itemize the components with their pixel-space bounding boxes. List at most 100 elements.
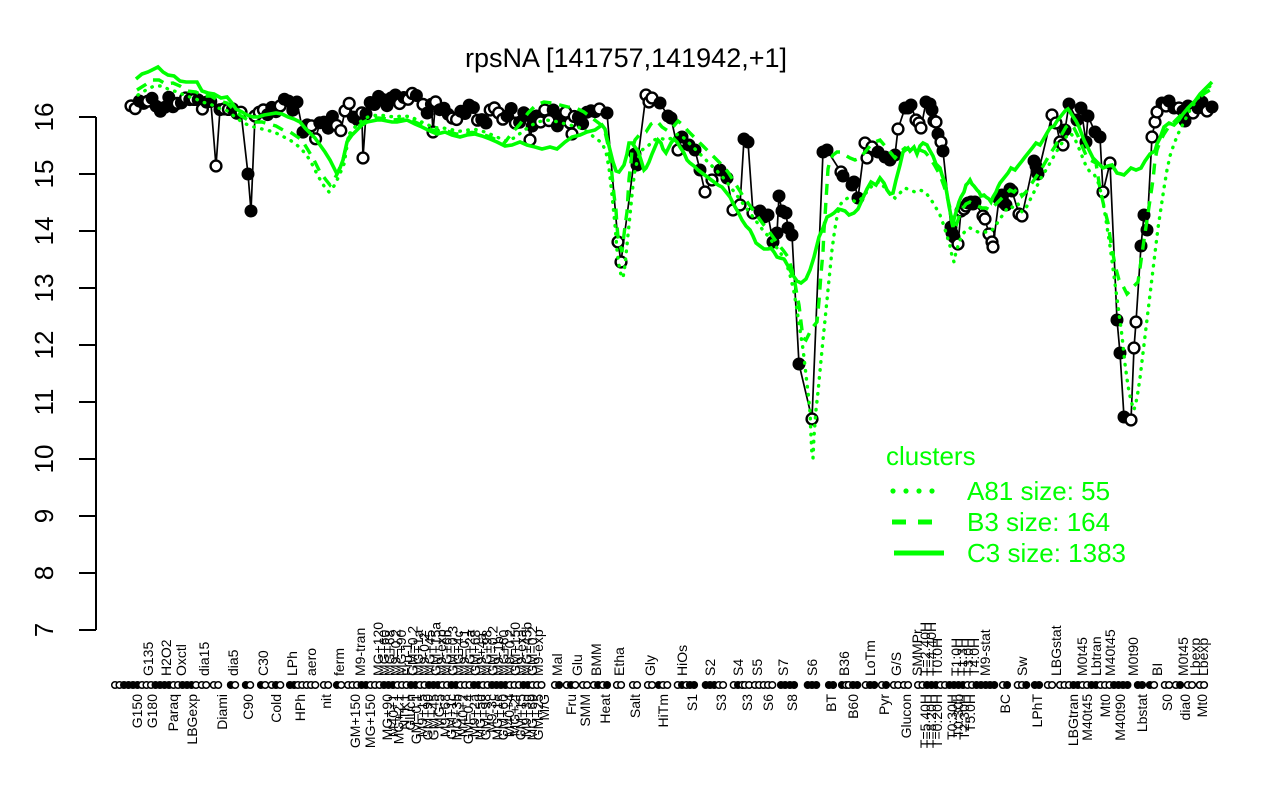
svg-text:M9=0.1: M9=0.1 <box>456 629 472 676</box>
svg-text:Fru: Fru <box>563 694 579 715</box>
svg-text:GM+25: GM+25 <box>530 694 546 741</box>
svg-text:LBGexp: LBGexp <box>184 694 200 745</box>
svg-text:M9+4a: M9+4a <box>473 633 489 676</box>
svg-text:LPhT: LPhT <box>1029 694 1045 728</box>
svg-text:M40t45: M40t45 <box>1102 629 1118 676</box>
svg-text:T=8.20H: T=8.20H <box>923 694 939 748</box>
svg-text:M40t90: M40t90 <box>1112 694 1128 741</box>
svg-text:Oxctl: Oxctl <box>173 644 189 676</box>
svg-text:HiOs: HiOs <box>674 645 690 676</box>
svg-text:M40+2: M40+2 <box>454 694 470 737</box>
svg-text:Sw: Sw <box>1014 656 1030 676</box>
svg-text:T1:3H: T1:3H <box>954 638 970 676</box>
svg-text:MG+150: MG+150 <box>362 694 378 748</box>
svg-text:LBGstat: LBGstat <box>1048 625 1064 676</box>
svg-text:Salt: Salt <box>627 694 643 718</box>
svg-text:Mt0: Mt0 <box>1194 694 1210 718</box>
svg-text:G180: G180 <box>144 694 160 728</box>
svg-text:M9-3c: M9-3c <box>483 694 499 733</box>
svg-text:T3:0H: T3:0H <box>960 638 976 676</box>
svg-text:M9+3g: M9+3g <box>518 694 534 737</box>
svg-text:MG+45b: MG+45b <box>519 622 535 676</box>
svg-text:MG+2.1: MG+2.1 <box>391 694 407 744</box>
svg-text:GM+150: GM+150 <box>507 622 523 676</box>
svg-text:MG+4c: MG+4c <box>450 630 466 676</box>
svg-text:Paraq: Paraq <box>165 694 181 731</box>
svg-text:MG+60: MG+60 <box>376 629 392 676</box>
svg-text:T5.0H: T5.0H <box>962 694 978 732</box>
svg-text:MG+5d: MG+5d <box>472 694 488 740</box>
svg-text:M0t90: M0t90 <box>1125 637 1141 676</box>
svg-text:M9+15: M9+15 <box>414 694 430 737</box>
svg-text:Mal: Mal <box>549 653 565 676</box>
svg-text:GM+1c: GM+1c <box>443 694 459 740</box>
svg-text:Heat: Heat <box>597 694 613 724</box>
svg-text:LoTm: LoTm <box>862 640 878 676</box>
svg-text:S6: S6 <box>804 659 820 676</box>
svg-text:T=4.40H: T=4.40H <box>923 622 939 676</box>
svg-text:GM=0.3: GM=0.3 <box>444 626 460 676</box>
svg-text:Etha: Etha <box>611 647 627 676</box>
svg-text:11: 11 <box>29 389 59 416</box>
svg-text:12: 12 <box>29 331 59 360</box>
svg-text:BT: BT <box>823 694 839 712</box>
svg-text:9: 9 <box>29 509 59 523</box>
svg-text:clusters: clusters <box>886 441 976 471</box>
svg-text:G135: G135 <box>140 642 156 676</box>
svg-text:Glucn: Glucn <box>402 694 418 731</box>
svg-text:G/S: G/S <box>888 652 904 676</box>
svg-text:B36: B36 <box>836 651 852 676</box>
svg-text:nit: nit <box>318 694 334 709</box>
svg-text:Lbexp: Lbexp <box>1187 638 1203 676</box>
svg-text:Lbtran: Lbtran <box>1088 636 1104 676</box>
svg-text:GM+150: GM+150 <box>347 694 363 748</box>
svg-text:S7: S7 <box>775 659 791 676</box>
svg-text:A81 size: 55: A81 size: 55 <box>967 476 1110 506</box>
svg-text:MG+98: MG+98 <box>479 629 495 676</box>
svg-text:MG+120: MG+120 <box>370 622 386 676</box>
svg-text:Diami: Diami <box>214 694 230 730</box>
svg-text:M9-exp: M9-exp <box>530 629 546 676</box>
svg-text:Fru-1: Fru-1 <box>399 642 415 676</box>
svg-text:13: 13 <box>29 274 59 303</box>
svg-text:Cold: Cold <box>268 694 284 723</box>
svg-text:GM+45: GM+45 <box>425 694 441 741</box>
svg-text:M0t45: M0t45 <box>1175 637 1191 676</box>
svg-text:GM+68: GM+68 <box>467 629 483 676</box>
svg-text:H2O2: H2O2 <box>158 639 174 676</box>
svg-text:15: 15 <box>29 160 59 189</box>
svg-text:MG+1a: MG+1a <box>410 629 426 676</box>
svg-text:MG+60: MG+60 <box>524 694 540 741</box>
svg-text:MG+68: MG+68 <box>382 629 398 676</box>
svg-text:MG+90: MG+90 <box>379 694 395 741</box>
svg-text:T=2.40H: T=2.40H <box>917 622 933 676</box>
svg-text:MG-5: MG-5 <box>431 694 447 729</box>
svg-text:BI: BI <box>1149 663 1165 676</box>
svg-text:G150: G150 <box>129 694 145 728</box>
svg-text:S0: S0 <box>1159 694 1175 711</box>
svg-text:GM=0.4: GM=0.4 <box>460 694 476 744</box>
svg-text:LPh: LPh <box>284 651 300 676</box>
svg-text:BMM: BMM <box>588 643 604 676</box>
svg-text:Gly: Gly <box>642 655 658 676</box>
svg-text:dia15: dia15 <box>196 642 212 676</box>
svg-text:Lbstat: Lbstat <box>1134 694 1150 732</box>
svg-text:S1: S1 <box>684 694 700 711</box>
svg-text:C3 size: 1383: C3 size: 1383 <box>967 538 1126 568</box>
svg-text:T1:0H: T1:0H <box>948 638 964 676</box>
svg-text:S3: S3 <box>739 694 755 711</box>
svg-text:Mt0: Mt0 <box>1097 694 1113 718</box>
svg-text:MG+90: MG+90 <box>393 629 409 676</box>
svg-text:T2:30H: T2:30H <box>956 694 972 740</box>
svg-text:HiTm: HiTm <box>655 694 671 727</box>
svg-text:M9+2a: M9+2a <box>466 694 482 737</box>
svg-text:S6: S6 <box>760 694 776 711</box>
svg-text:GM+90: GM+90 <box>420 694 436 741</box>
svg-text:GM+98: GM+98 <box>478 694 494 741</box>
svg-text:GM+60: GM+60 <box>495 694 511 741</box>
svg-text:14: 14 <box>29 217 59 246</box>
svg-text:MG+2f: MG+2f <box>507 694 523 737</box>
svg-text:Glu: Glu <box>569 654 585 676</box>
svg-text:M9-1b: M9-1b <box>490 636 506 676</box>
svg-text:16: 16 <box>29 103 59 132</box>
